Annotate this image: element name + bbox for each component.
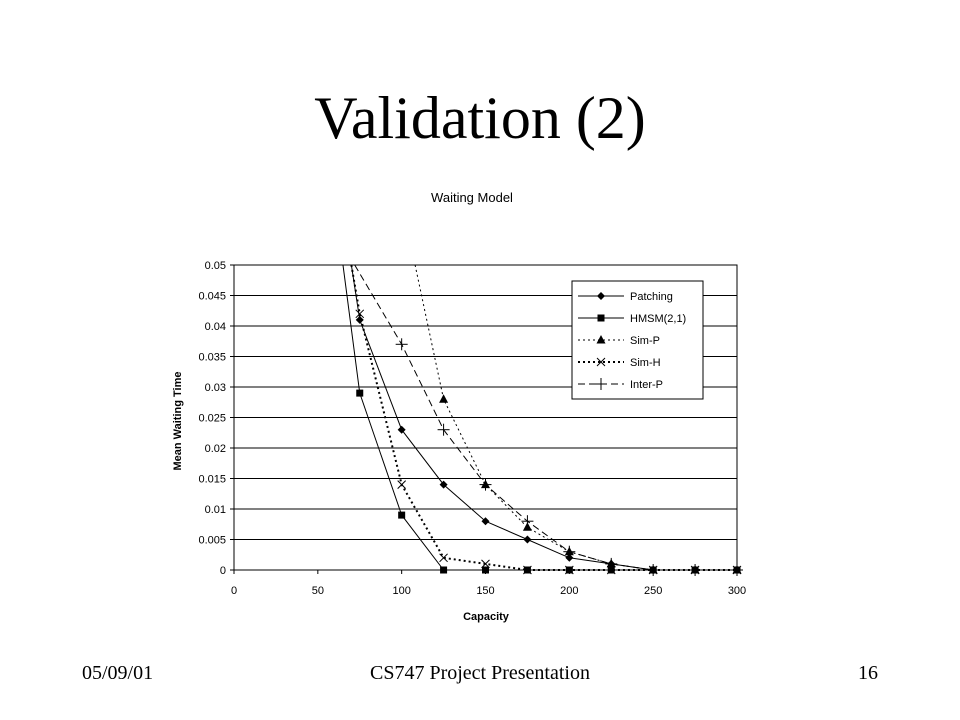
plus-marker bbox=[647, 564, 660, 576]
legend-label: Sim-H bbox=[630, 357, 661, 369]
legend-label: Patching bbox=[630, 291, 673, 303]
diamond-marker bbox=[397, 425, 406, 434]
y-tick-label: 0.045 bbox=[198, 291, 226, 303]
diamond-marker bbox=[355, 315, 364, 324]
y-tick-label: 0.035 bbox=[198, 352, 226, 364]
legend-label: Inter-P bbox=[630, 379, 663, 391]
square-marker bbox=[356, 389, 364, 397]
x-tick-label: 50 bbox=[312, 585, 324, 597]
y-tick-label: 0.02 bbox=[205, 443, 226, 455]
diamond-marker bbox=[481, 517, 490, 526]
plus-marker bbox=[605, 557, 618, 570]
slide-title: Validation (2) bbox=[314, 85, 646, 151]
series-group bbox=[342, 264, 743, 576]
legend: Patching HMSM(2,1) Sim-P Sim-H Inter-P bbox=[571, 280, 704, 400]
diamond-marker bbox=[565, 553, 574, 562]
plus-marker bbox=[563, 545, 576, 558]
y-tick-label: 0.04 bbox=[205, 321, 226, 333]
x-marker bbox=[481, 559, 490, 569]
diamond-marker bbox=[439, 480, 448, 489]
legend-label: Sim-P bbox=[630, 335, 660, 347]
plus-marker bbox=[437, 423, 450, 436]
x-marker bbox=[596, 357, 606, 367]
x-marker bbox=[564, 565, 574, 575]
footer-page-number: 16 bbox=[858, 662, 878, 684]
x-marker bbox=[355, 309, 365, 319]
square-marker bbox=[597, 314, 605, 322]
plus-marker bbox=[479, 478, 492, 491]
x-tick-label: 150 bbox=[476, 585, 494, 597]
triangle-marker bbox=[596, 335, 606, 344]
x-tick-label: 100 bbox=[392, 585, 410, 597]
legend-item: HMSM(2,1) bbox=[578, 313, 686, 325]
plus-marker bbox=[731, 564, 743, 576]
y-tick-label: 0.05 bbox=[205, 260, 226, 272]
x-tick-label: 200 bbox=[560, 585, 578, 597]
series-line bbox=[350, 264, 737, 571]
y-tick-label: 0.01 bbox=[205, 504, 226, 516]
y-tick-label: 0.015 bbox=[198, 474, 226, 486]
footer-presentation-title: CS747 Project Presentation bbox=[370, 662, 590, 684]
y-tick-label: 0.005 bbox=[198, 535, 226, 547]
legend-item: Sim-H bbox=[578, 357, 661, 369]
y-tick-label: 0.03 bbox=[205, 382, 226, 394]
square-marker bbox=[440, 566, 448, 574]
legend-label: HMSM(2,1) bbox=[630, 313, 686, 325]
plus-marker bbox=[595, 378, 607, 390]
diamond-marker bbox=[597, 292, 605, 300]
x-tick-label: 300 bbox=[728, 585, 746, 597]
x-marker bbox=[439, 553, 448, 563]
series-inter-p bbox=[354, 264, 743, 576]
legend-item: Inter-P bbox=[578, 378, 663, 391]
x-axis-label: Capacity bbox=[463, 611, 510, 623]
x-marker bbox=[523, 565, 532, 575]
plus-marker bbox=[689, 564, 702, 576]
legend-item: Sim-P bbox=[578, 335, 660, 347]
y-tick-label: 0.025 bbox=[198, 413, 226, 425]
x-tick-label: 250 bbox=[644, 585, 662, 597]
axes: 0 0.005 0.01 0.015 0.02 0.025 0.03 0.035 0.04 0.0… bbox=[198, 260, 746, 597]
square-marker bbox=[482, 566, 489, 574]
plus-marker bbox=[521, 515, 534, 528]
y-axis-label: Mean Waiting Time bbox=[172, 371, 184, 470]
x-marker bbox=[606, 565, 616, 575]
triangle-marker bbox=[439, 394, 449, 403]
y-tick-label: 0 bbox=[220, 565, 226, 577]
footer-date: 05/09/01 bbox=[82, 662, 154, 684]
x-tick-label: 0 bbox=[231, 585, 237, 597]
plus-marker bbox=[395, 338, 408, 351]
legend-item: Patching bbox=[578, 291, 673, 303]
diamond-marker bbox=[523, 535, 532, 544]
square-marker bbox=[398, 511, 406, 519]
chart-title: Waiting Model bbox=[431, 190, 513, 205]
x-marker bbox=[397, 480, 407, 489]
